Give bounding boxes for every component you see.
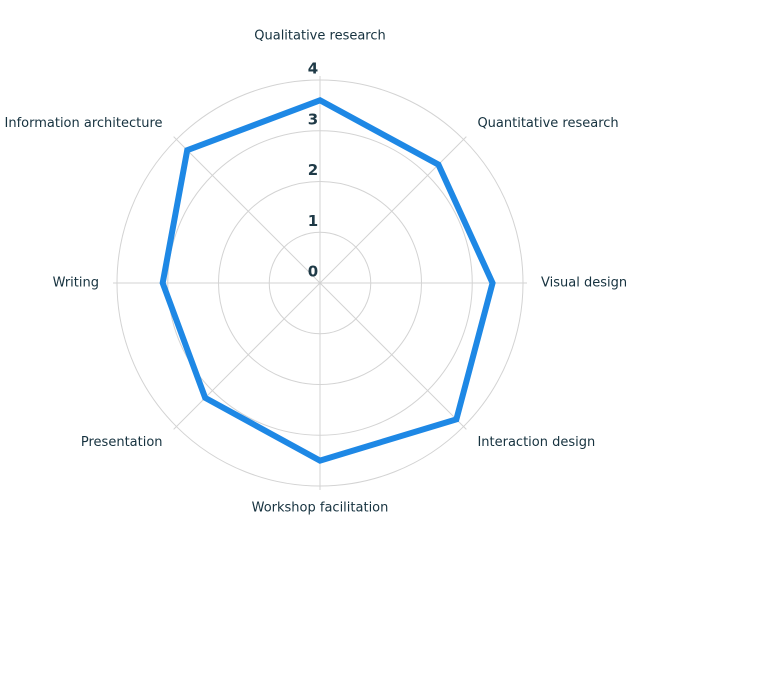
r-tick-label: 0 <box>308 263 318 281</box>
category-label: Quantitative research <box>477 116 618 131</box>
category-label: Interaction design <box>477 435 595 450</box>
category-label: Qualitative research <box>254 29 386 44</box>
axis-spoke <box>173 282 321 430</box>
r-tick-label: 2 <box>308 161 318 179</box>
category-label: Workshop facilitation <box>252 501 389 516</box>
r-tick-label: 3 <box>308 110 318 128</box>
r-tick-label: 4 <box>308 60 318 78</box>
axis-spoke <box>173 136 321 284</box>
category-label: Presentation <box>81 435 163 450</box>
series-polygon <box>159 97 496 464</box>
r-tick-label: 1 <box>308 212 318 230</box>
category-label: Visual design <box>541 276 627 291</box>
axis-spoke <box>319 282 467 430</box>
axis-spoke <box>319 136 467 284</box>
category-label: Writing <box>53 276 99 291</box>
category-label: Information architecture <box>5 116 163 131</box>
